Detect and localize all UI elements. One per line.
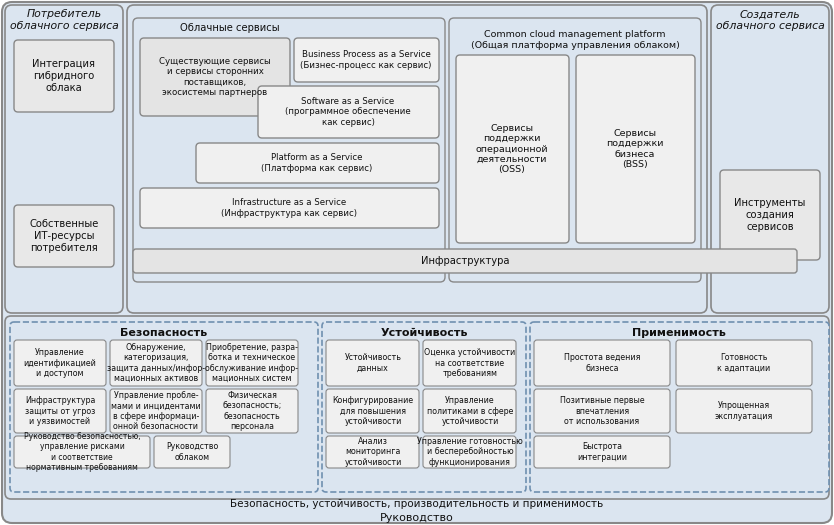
Text: Готовность
к адаптации: Готовность к адаптации [717,353,771,373]
FancyBboxPatch shape [14,40,114,112]
FancyBboxPatch shape [676,340,812,386]
FancyBboxPatch shape [140,188,439,228]
FancyBboxPatch shape [133,249,797,273]
FancyBboxPatch shape [5,316,829,499]
Text: Business Process as a Service
(Бизнес-процесс как сервис): Business Process as a Service (Бизнес-пр… [300,50,432,70]
FancyBboxPatch shape [10,322,318,492]
Text: Руководство: Руководство [380,513,454,523]
Text: Позитивные первые
впечатления
от использования: Позитивные первые впечатления от использ… [560,396,645,426]
Text: Применимость: Применимость [632,328,726,338]
FancyBboxPatch shape [423,436,516,468]
FancyBboxPatch shape [110,340,202,386]
FancyBboxPatch shape [449,18,701,282]
FancyBboxPatch shape [14,340,106,386]
FancyBboxPatch shape [133,18,445,282]
Text: Облачные сервисы: Облачные сервисы [180,23,279,33]
FancyBboxPatch shape [110,389,202,433]
Text: Потребитель
облачного сервиса: Потребитель облачного сервиса [10,9,118,31]
FancyBboxPatch shape [322,322,526,492]
Text: Common cloud management platform
(Общая платформа управления облаком): Common cloud management platform (Общая … [470,30,680,50]
FancyBboxPatch shape [14,436,150,468]
Text: Инфраструктура: Инфраструктура [420,256,510,266]
FancyBboxPatch shape [534,340,670,386]
Text: Platform as a Service
(Платформа как сервис): Platform as a Service (Платформа как сер… [261,153,373,173]
Text: Инфраструктура
защиты от угроз
и уязвимостей: Инфраструктура защиты от угроз и уязвимо… [25,396,95,426]
FancyBboxPatch shape [127,5,707,313]
FancyBboxPatch shape [530,322,829,492]
Text: Software as a Service
(программное обеспечение
как сервис): Software as a Service (программное обесп… [285,97,411,127]
FancyBboxPatch shape [676,389,812,433]
Text: Сервисы
поддержки
операционной
деятельности
(OSS): Сервисы поддержки операционной деятельно… [475,124,548,174]
Text: Быстрота
интеграции: Быстрота интеграции [577,442,627,461]
FancyBboxPatch shape [258,86,439,138]
FancyBboxPatch shape [196,143,439,183]
Text: Инструменты
создания
сервисов: Инструменты создания сервисов [734,198,806,232]
Text: Физическая
безопасность;
безопасность
персонала: Физическая безопасность; безопасность пе… [223,391,282,431]
FancyBboxPatch shape [720,170,820,260]
Text: Безопасность: Безопасность [120,328,208,338]
Text: Infrastructure as a Service
(Инфраструктура как сервис): Infrastructure as a Service (Инфраструкт… [221,198,357,218]
Text: Собственные
ИТ-ресурсы
потребителя: Собственные ИТ-ресурсы потребителя [29,219,98,253]
Text: Сервисы
поддержки
бизнеса
(BSS): Сервисы поддержки бизнеса (BSS) [606,129,664,169]
Text: Создатель
облачного сервиса: Создатель облачного сервиса [716,9,824,31]
FancyBboxPatch shape [326,389,419,433]
Text: Устойчивость
данных: Устойчивость данных [344,353,401,373]
FancyBboxPatch shape [206,389,298,433]
Text: Анализ
мониторинга
устойчивости: Анализ мониторинга устойчивости [344,437,402,467]
FancyBboxPatch shape [423,340,516,386]
Text: Управление готовностью
и бесперебойностью
функционирования: Управление готовностью и бесперебойность… [417,437,523,467]
FancyBboxPatch shape [456,55,569,243]
Text: Обнаружение,
категоризация,
защита данных/инфор-
мационных активов: Обнаружение, категоризация, защита данны… [107,343,205,383]
FancyBboxPatch shape [5,5,123,313]
Text: Оценка устойчивости
на соответствие
требованиям: Оценка устойчивости на соответствие треб… [425,348,515,378]
Text: Конфигурирование
для повышения
устойчивости: Конфигурирование для повышения устойчиво… [333,396,414,426]
Text: Интеграция
гибридного
облака: Интеграция гибридного облака [33,59,96,92]
Text: Управление
политиками в сфере
устойчивости: Управление политиками в сфере устойчивос… [427,396,513,426]
Text: Руководство безопасностью,
управление рисками
и соответствие
нормативным требова: Руководство безопасностью, управление ри… [23,432,140,472]
FancyBboxPatch shape [576,55,695,243]
Text: Управление пробле-
мами и инцидентами
в сфере информаци-
онной безопасности: Управление пробле- мами и инцидентами в … [111,391,201,431]
Text: Безопасность, устойчивость, производительность и применимость: Безопасность, устойчивость, производител… [230,499,604,509]
Text: Существующие сервисы
и сервисы сторонних
поставщиков,
экосистемы партнеров: Существующие сервисы и сервисы сторонних… [159,57,271,97]
FancyBboxPatch shape [534,389,670,433]
FancyBboxPatch shape [423,389,516,433]
Text: Управление
идентификацией
и доступом: Управление идентификацией и доступом [23,348,97,378]
Text: Простота ведения
бизнеса: Простота ведения бизнеса [564,353,641,373]
FancyBboxPatch shape [534,436,670,468]
FancyBboxPatch shape [326,340,419,386]
FancyBboxPatch shape [14,205,114,267]
Text: Устойчивость: Устойчивость [380,328,468,338]
FancyBboxPatch shape [154,436,230,468]
Text: Упрощенная
эксплуатация: Упрощенная эксплуатация [715,401,773,421]
Text: Руководство
облаком: Руководство облаком [166,442,219,461]
FancyBboxPatch shape [14,389,106,433]
FancyBboxPatch shape [294,38,439,82]
FancyBboxPatch shape [711,5,829,313]
FancyBboxPatch shape [206,340,298,386]
Text: Приобретение, разра-
ботка и техническое
обслуживание инфор-
мационных систем: Приобретение, разра- ботка и техническое… [205,343,299,383]
FancyBboxPatch shape [140,38,290,116]
FancyBboxPatch shape [326,436,419,468]
